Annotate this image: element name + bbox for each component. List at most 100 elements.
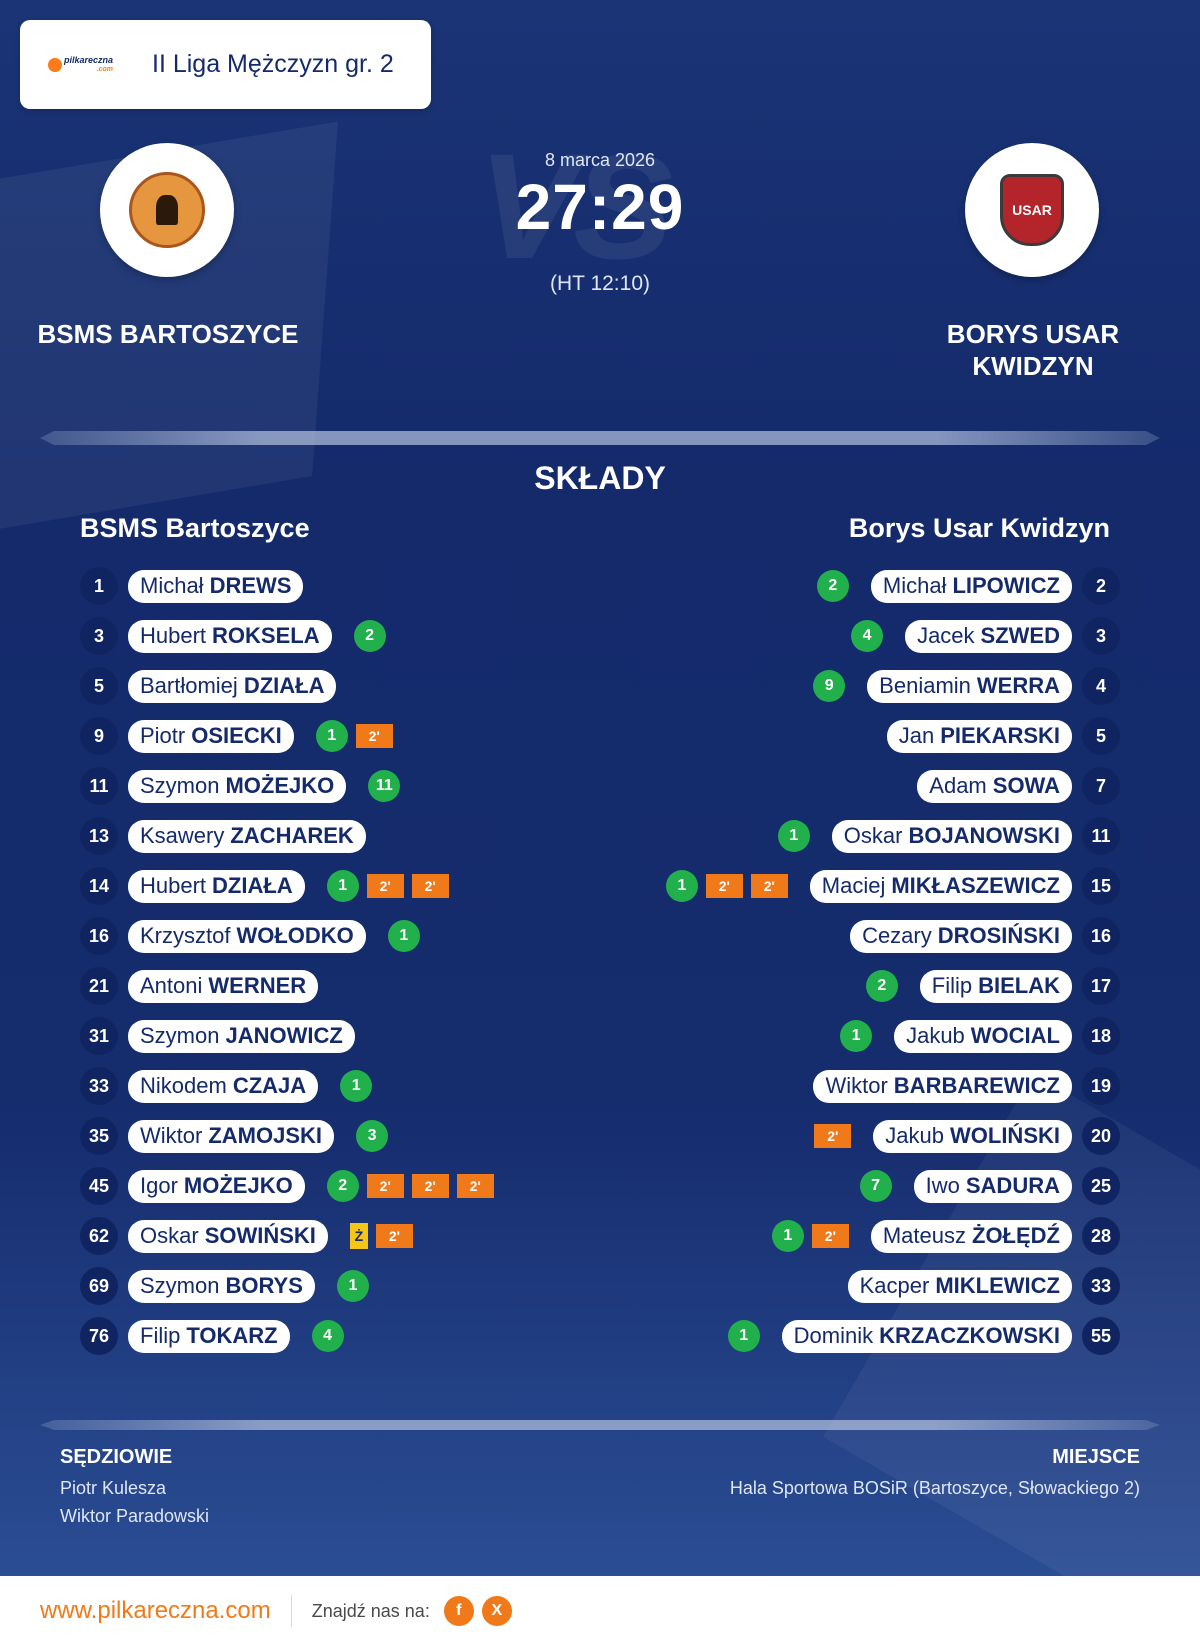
player-stats: 2: [816, 570, 849, 602]
referee-name: Wiktor Paradowski: [60, 1506, 210, 1526]
player-first-name: Adam: [929, 773, 987, 798]
player-row: 1 Oskar BOJANOWSKI 11: [620, 811, 1120, 861]
player-first-name: Maciej: [821, 873, 886, 898]
jersey-number: 5: [80, 667, 118, 705]
jersey-number: 45: [80, 1167, 118, 1205]
player-name: Nikodem CZAJA: [128, 1069, 319, 1103]
x-icon[interactable]: X: [481, 1596, 512, 1626]
halftime-score: (HT 12:10): [550, 272, 650, 295]
player-row: 9 Piotr OSIECKI 1 2': [80, 711, 560, 761]
player-stats: 1 2' 2': [665, 870, 788, 902]
player-first-name: Jan: [898, 723, 935, 748]
player-name: Oskar BOJANOWSKI: [831, 819, 1072, 853]
player-name: Igor MOŻEJKO: [128, 1169, 305, 1203]
player-stats: 9: [813, 670, 846, 702]
player-stats: 2 2' 2' 2': [326, 1170, 494, 1202]
player-first-name: Hubert: [140, 623, 207, 648]
suspension-badge: 2': [411, 1174, 449, 1198]
player-last-name: SOWIŃSKI: [204, 1223, 316, 1248]
player-last-name: SADURA: [965, 1173, 1060, 1198]
jersey-number: 11: [80, 767, 118, 805]
venue-name: Hala Sportowa BOSiR (Bartoszyce, Słowack…: [729, 1478, 1140, 1498]
player-first-name: Filip: [140, 1323, 181, 1348]
jersey-number: 55: [1082, 1317, 1120, 1355]
player-name: Maciej MIKŁASZEWICZ: [809, 869, 1072, 903]
player-stats: 4: [851, 620, 884, 652]
goals-badge: 4: [851, 620, 884, 652]
player-stats: 1: [840, 1020, 873, 1052]
player-first-name: Hubert: [140, 873, 207, 898]
goals-badge: 1: [771, 1220, 804, 1252]
player-row: Wiktor BARBAREWICZ 19: [620, 1061, 1120, 1111]
player-name: Michał LIPOWICZ: [870, 569, 1072, 603]
player-first-name: Mateusz: [882, 1223, 966, 1248]
player-stats: 2: [353, 620, 386, 652]
league-name: II Liga Mężczyzn gr. 2: [152, 50, 394, 78]
player-row: Cezary DROSIŃSKI 16: [620, 911, 1120, 961]
goals-badge: 3: [356, 1120, 389, 1152]
player-first-name: Antoni: [140, 973, 203, 998]
player-last-name: DREWS: [209, 573, 292, 598]
goals-badge: 1: [387, 920, 420, 952]
player-last-name: TOKARZ: [186, 1323, 278, 1348]
player-row: 1 Michał DREWS: [80, 561, 560, 611]
suspension-badge: 2': [750, 874, 788, 898]
referees-list: Piotr Kulesza Wiktor Paradowski: [60, 1474, 209, 1530]
player-last-name: CZAJA: [232, 1073, 307, 1098]
jersey-number: 35: [80, 1117, 118, 1155]
goals-badge: 2: [816, 570, 849, 602]
away-team-name: BORYS USAR KWIDZYN: [946, 319, 1120, 381]
website-link[interactable]: www.pilkareczna.com: [40, 1597, 271, 1624]
player-row: 1 2' Mateusz ŻOŁĘDŹ 28: [620, 1211, 1120, 1261]
player-row: 16 Krzysztof WOŁODKO 1: [80, 911, 560, 961]
player-row: 3 Hubert ROKSELA 2: [80, 611, 560, 661]
ball-icon: [48, 57, 62, 72]
suspension-badge: 2': [366, 1174, 404, 1198]
player-row: 31 Szymon JANOWICZ: [80, 1011, 560, 1061]
goals-badge: 7: [859, 1170, 892, 1202]
player-stats: 11: [368, 770, 401, 802]
player-last-name: WOCIAL: [970, 1023, 1060, 1048]
player-first-name: Kacper: [859, 1273, 930, 1298]
footer: www.pilkareczna.com Znajdź nas na: f X: [0, 1576, 1200, 1646]
yellow-card-badge: Ż: [349, 1223, 368, 1249]
player-row: 69 Szymon BORYS 1: [80, 1261, 560, 1311]
goals-badge: 2: [865, 970, 898, 1002]
player-last-name: SZWED: [980, 623, 1060, 648]
player-first-name: Dominik: [793, 1323, 874, 1348]
player-stats: 1: [777, 820, 810, 852]
player-last-name: WERNER: [208, 973, 307, 998]
goals-badge: 2: [326, 1170, 359, 1202]
jersey-number: 13: [80, 817, 118, 855]
jersey-number: 16: [1082, 917, 1120, 955]
player-row: 1 Jakub WOCIAL 18: [620, 1011, 1120, 1061]
player-name: Dominik KRZACZKOWSKI: [781, 1319, 1072, 1353]
player-first-name: Szymon: [140, 1273, 220, 1298]
home-roster: 1 Michał DREWS 3 Hubert ROKSELA 2 5 Bartłomiej DZ…: [80, 561, 560, 1361]
divider: [40, 1420, 1160, 1430]
player-last-name: ROKSELA: [212, 623, 320, 648]
player-stats: 1 2': [315, 720, 393, 752]
player-name: Iwo SADURA: [913, 1169, 1072, 1203]
player-first-name: Krzysztof: [140, 923, 231, 948]
jersey-number: 76: [80, 1317, 118, 1355]
suspension-badge: 2': [811, 1224, 849, 1248]
facebook-icon[interactable]: f: [443, 1596, 474, 1626]
player-row: Kacper MIKLEWICZ 33: [620, 1261, 1120, 1311]
jersey-number: 11: [1082, 817, 1120, 855]
jersey-number: 1: [80, 567, 118, 605]
player-last-name: DROSIŃSKI: [937, 923, 1060, 948]
player-name: Wiktor BARBAREWICZ: [813, 1069, 1072, 1103]
player-name: Jakub WOLIŃSKI: [873, 1119, 1072, 1153]
jersey-number: 7: [1082, 767, 1120, 805]
player-stats: 1: [387, 920, 420, 952]
jersey-number: 28: [1082, 1217, 1120, 1255]
player-name: Szymon BORYS: [128, 1269, 315, 1303]
player-name: Jan PIEKARSKI: [886, 719, 1072, 753]
player-row: Adam SOWA 7: [620, 761, 1120, 811]
goals-badge: 1: [326, 870, 359, 902]
player-name: Jakub WOCIAL: [894, 1019, 1072, 1053]
suspension-badge: 2': [366, 874, 404, 898]
suspension-badge: 2': [705, 874, 743, 898]
player-stats: 1 2' 2': [326, 870, 449, 902]
